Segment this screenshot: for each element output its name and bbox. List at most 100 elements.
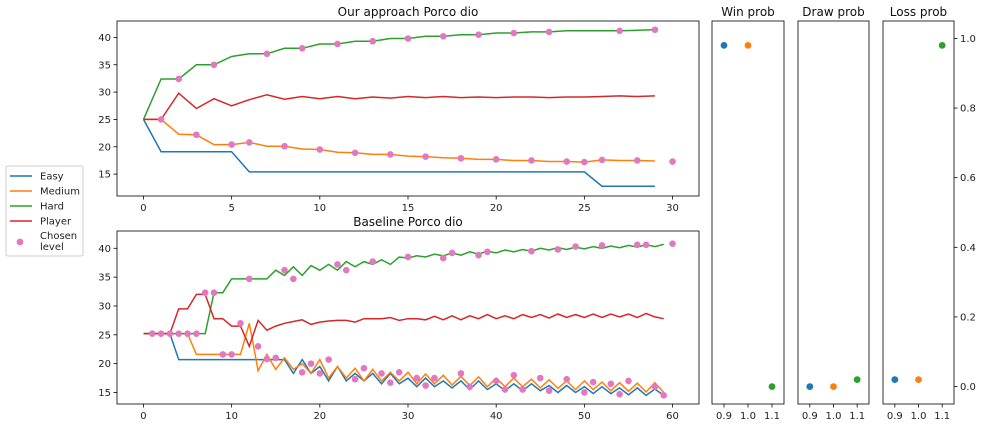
chosen-level-point <box>457 370 465 377</box>
chosen-level-point <box>484 248 491 256</box>
x-tick-label: 5 <box>228 203 234 214</box>
chosen-level-point <box>616 27 623 35</box>
y-tick-label: 0.8 <box>960 104 976 115</box>
legend-marker-chosen <box>16 238 24 246</box>
chosen-level-point <box>625 377 632 385</box>
x-tick-label: 30 <box>666 203 679 214</box>
chosen-level-point <box>228 141 235 148</box>
y-tick-label: 1.0 <box>960 34 976 45</box>
chart-loss: Loss prob 0.9 1.0 1.1 0.0 0.2 0.4 0.6 0.8 1.0 <box>882 5 976 422</box>
chosen-level-point <box>581 158 588 166</box>
chart-bottom: Baseline Porco dio 0 10 20 30 40 50 60 15 20 25 30 3… <box>98 215 700 422</box>
chosen-level-point <box>431 374 438 382</box>
chosen-level-point <box>263 50 271 58</box>
axes-frame <box>797 20 870 405</box>
chosen-level-point <box>422 153 429 160</box>
chart-title: Loss prob <box>890 5 947 19</box>
x-tick-label: 10 <box>225 411 238 422</box>
chosen-level-point <box>193 330 200 337</box>
chosen-level-point <box>528 157 535 164</box>
chosen-level-point <box>316 146 324 153</box>
chosen-level-point <box>492 377 500 385</box>
chosen-level-point <box>245 139 253 146</box>
chosen-level-point <box>545 28 553 36</box>
series-line-easy <box>142 119 655 187</box>
chosen-level-point <box>528 247 535 255</box>
y-tick-label: 0.0 <box>960 382 976 393</box>
chosen-level-point <box>422 382 429 389</box>
chosen-level-point <box>492 156 500 163</box>
chosen-level-point <box>616 390 623 398</box>
chosen-level-point <box>210 61 218 69</box>
chosen-level-point <box>263 355 271 363</box>
x-tick-label: 1.1 <box>764 411 780 422</box>
chosen-level-point <box>148 330 156 337</box>
prob-point-easy <box>891 376 899 384</box>
axes-frame <box>711 20 785 405</box>
chosen-level-point <box>237 319 244 327</box>
series-line-player <box>143 92 655 121</box>
chosen-level-point <box>457 154 465 162</box>
y-tick-label: 20 <box>98 359 111 370</box>
chosen-level-point <box>281 266 288 274</box>
chart-draw: Draw prob 0.9 1.0 1.1 <box>797 5 870 422</box>
chosen-level-point <box>413 374 421 382</box>
chosen-level-point <box>633 241 641 249</box>
y-tick-label: 0.4 <box>960 243 976 254</box>
chosen-level-point <box>536 374 544 382</box>
chosen-level-point <box>342 266 350 274</box>
x-tick-label: 0 <box>140 411 146 422</box>
legend-label: Easy <box>40 172 64 183</box>
chosen-level-point <box>563 158 571 165</box>
chosen-level-point <box>369 258 377 265</box>
chosen-level-point <box>581 389 588 396</box>
y-tick-label: 15 <box>98 388 111 399</box>
series-line-medium <box>143 118 655 163</box>
legend-label: Chosen <box>40 231 77 242</box>
chart-top: Our approach Porco dio 0 5 10 15 20 25 30 15 20 25… <box>98 5 700 214</box>
chosen-level-point <box>404 253 412 261</box>
chosen-level-point <box>669 240 676 247</box>
chosen-level-point <box>325 356 332 363</box>
chosen-level-point <box>210 289 218 297</box>
series-line-player <box>143 293 664 349</box>
chosen-level-point <box>219 351 227 358</box>
chosen-level-point <box>245 275 253 283</box>
chosen-level-point <box>387 379 394 386</box>
chosen-level-point <box>387 151 394 158</box>
chosen-level-point <box>669 158 676 165</box>
x-tick-label: 50 <box>578 411 591 422</box>
chart-title: Draw prob <box>802 5 864 19</box>
prob-point-hard <box>768 383 776 390</box>
chosen-level-point <box>501 386 509 393</box>
x-tick-label: 1.1 <box>849 411 865 422</box>
chosen-level-point <box>298 45 306 52</box>
chosen-level-point <box>404 35 412 42</box>
prob-point-easy <box>720 41 728 49</box>
chosen-level-point <box>184 330 191 337</box>
prob-point-easy <box>806 383 814 390</box>
chosen-level-point <box>545 387 553 395</box>
chosen-level-point <box>607 380 615 388</box>
chart-title: Our approach Porco dio <box>338 5 479 19</box>
x-tick-label: 15 <box>402 203 415 214</box>
chosen-level-point <box>554 246 562 253</box>
chosen-level-point <box>448 249 456 257</box>
x-tick-label: 0.9 <box>716 411 732 422</box>
chosen-level-point <box>175 330 183 337</box>
x-tick-label: 10 <box>313 203 326 214</box>
y-tick-label: 35 <box>98 273 111 284</box>
chosen-level-point <box>351 375 359 383</box>
x-tick-label: 20 <box>490 203 503 214</box>
chosen-level-point <box>475 31 482 38</box>
axes-frame <box>882 20 955 405</box>
x-tick-label: 20 <box>313 411 326 422</box>
prob-point-hard <box>853 376 861 384</box>
chosen-level-point <box>228 351 235 358</box>
prob-point-medium <box>830 383 837 390</box>
legend-label: Player <box>40 217 72 228</box>
legend-label: level <box>40 242 64 253</box>
y-tick-label: 40 <box>98 244 111 255</box>
prob-point-hard <box>938 41 946 49</box>
